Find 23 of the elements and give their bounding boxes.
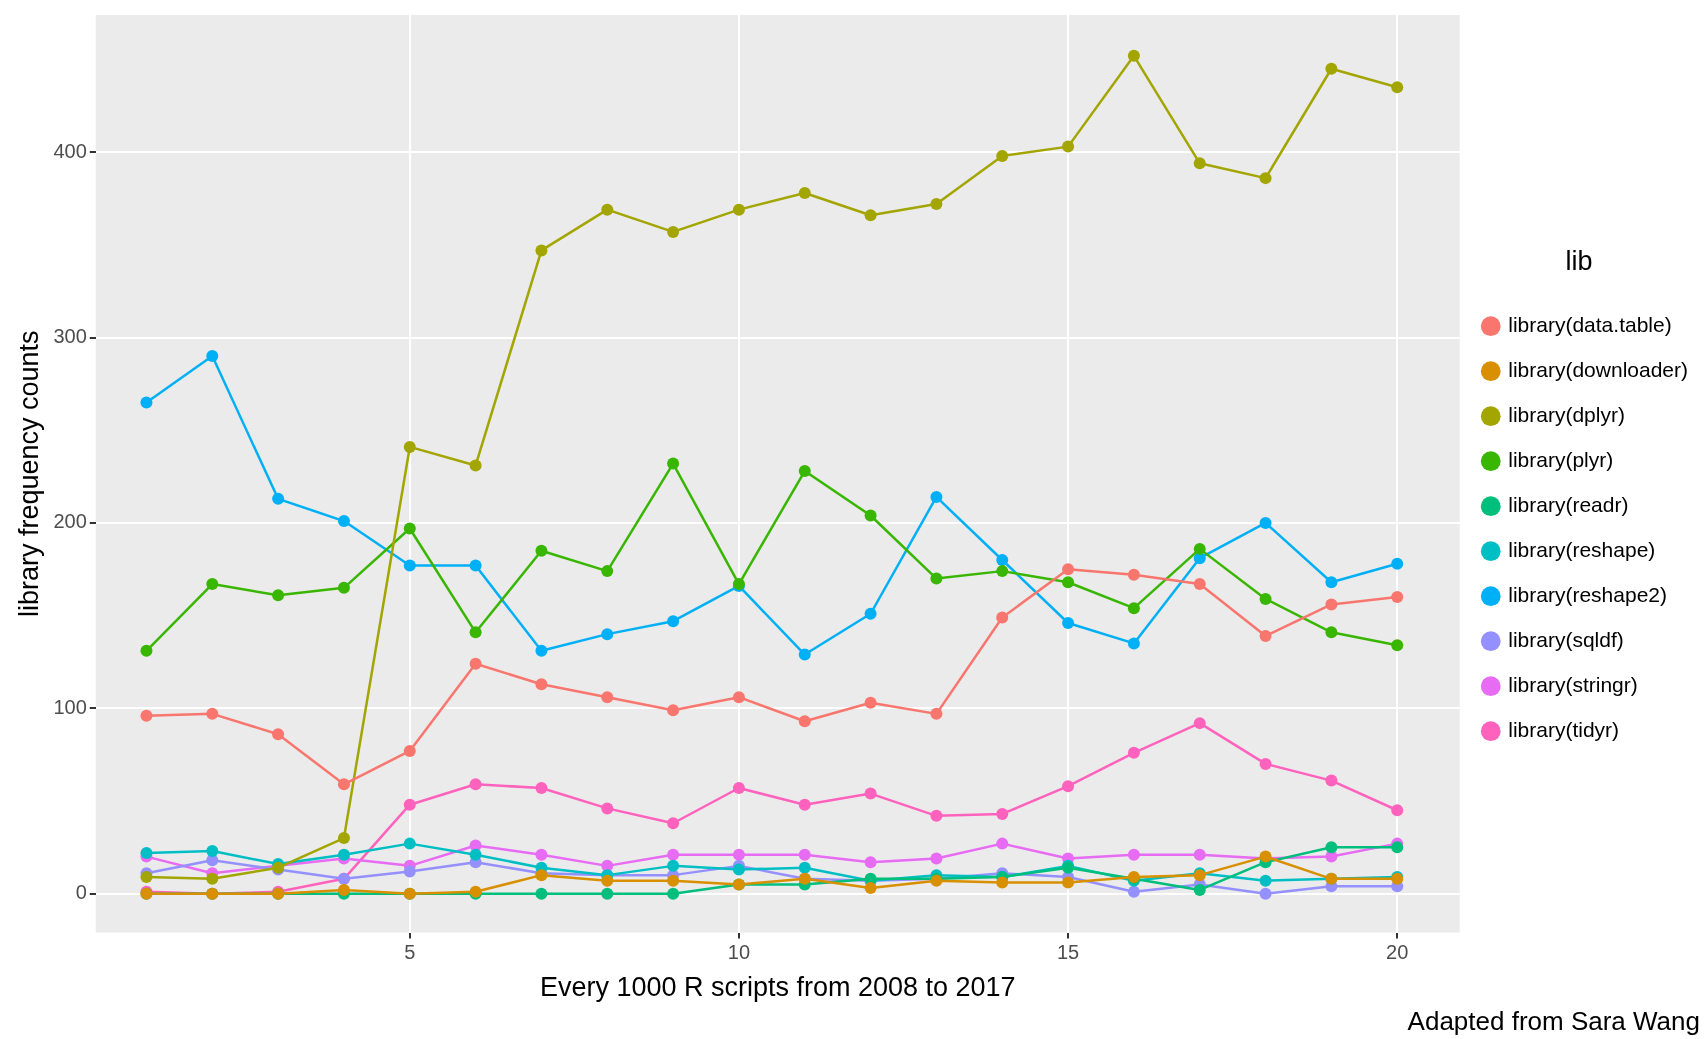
legend-label: library(sqldf)	[1508, 628, 1624, 651]
x-tick-label: 10	[727, 941, 751, 964]
legend-label: library(plyr)	[1508, 448, 1614, 471]
y-tick-label: 400	[53, 139, 87, 162]
x-tick-label: 5	[404, 941, 416, 964]
legend-label: library(dplyr)	[1508, 403, 1625, 426]
y-tick-label: 100	[53, 695, 87, 718]
legend-label: library(readr)	[1508, 493, 1629, 516]
y-tick-label: 200	[53, 510, 87, 533]
legend-label: library(reshape2)	[1508, 583, 1667, 606]
text: Adapted from Sara Wang	[1407, 1006, 1700, 1037]
legend-label: library(reshape)	[1508, 538, 1656, 561]
y-axis-title: library frequency counts	[13, 330, 44, 618]
legend-label: library(tidyr)	[1508, 718, 1620, 741]
y-tick-label: 300	[53, 325, 87, 348]
x-axis-title: Every 1000 R scripts from 2008 to 2017	[539, 972, 1016, 1003]
legend-label: library(downloader)	[1508, 358, 1689, 381]
legend-label: library(stringr)	[1508, 673, 1638, 696]
legend-label: library(data.table)	[1508, 313, 1672, 336]
legend-title: lib	[1565, 246, 1593, 277]
y-tick-label: 0	[75, 881, 87, 904]
x-tick-label: 20	[1386, 941, 1409, 964]
x-tick-label: 15	[1056, 941, 1080, 964]
